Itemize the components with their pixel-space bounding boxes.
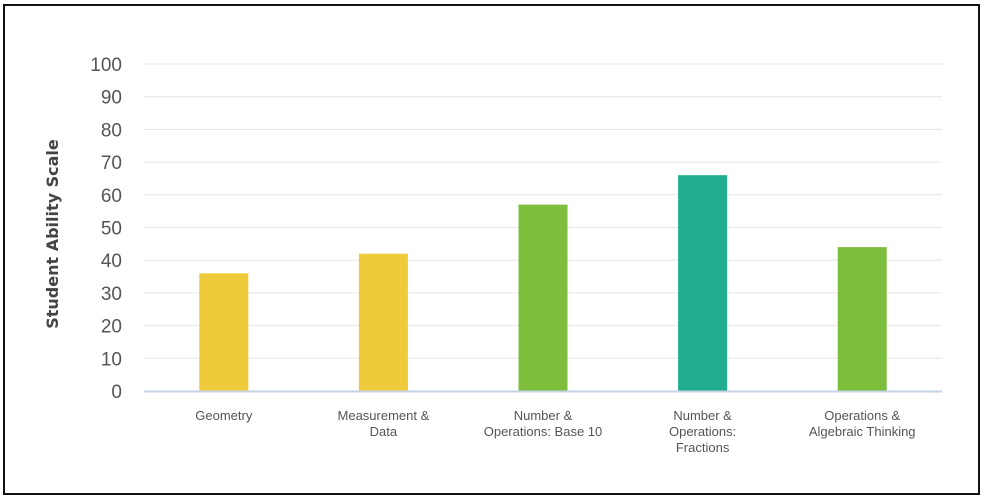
y-tick-label: 30 <box>101 284 122 305</box>
x-category-labels: Geometry Measurement & Data Number & Operati… <box>195 408 915 455</box>
x-category-label: Geometry <box>195 408 253 423</box>
y-tick-label: 50 <box>101 219 122 240</box>
bar-chart: 0 10 20 30 40 50 60 70 80 90 100 Geometry Measureme… <box>43 55 942 455</box>
y-tick-label: 20 <box>101 317 122 338</box>
x-category-label: Number & Operations: Base 10 <box>484 408 603 439</box>
y-axis-title: Student Ability Scale <box>43 139 62 329</box>
x-category-label: Measurement & Data <box>338 408 430 439</box>
y-tick-label: 60 <box>101 186 122 207</box>
bars <box>199 175 887 391</box>
bar <box>678 175 728 391</box>
bar <box>358 253 408 391</box>
y-tick-label: 40 <box>101 251 122 272</box>
chart-frame: 0 10 20 30 40 50 60 70 80 90 100 Geometry Measureme… <box>3 4 980 495</box>
x-category-label: Operations & Algebraic Thinking <box>809 408 916 439</box>
bar <box>837 247 887 391</box>
y-tick-label: 0 <box>111 382 122 403</box>
y-tick-label: 80 <box>101 120 122 141</box>
y-tick-label: 70 <box>101 153 122 174</box>
y-tick-labels: 0 10 20 30 40 50 60 70 80 90 100 <box>90 55 122 403</box>
y-tick-label: 10 <box>101 349 122 370</box>
bar <box>518 204 568 391</box>
bar <box>199 273 249 391</box>
x-category-label: Number & Operations: Fractions <box>669 408 736 455</box>
y-tick-label: 90 <box>101 88 122 109</box>
y-tick-label: 100 <box>90 55 122 76</box>
